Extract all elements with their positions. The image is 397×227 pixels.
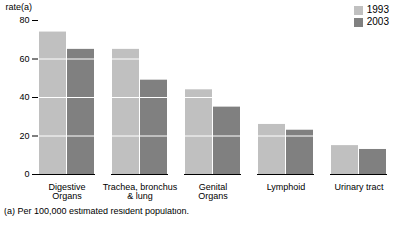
svg-text:20: 20: [19, 131, 29, 141]
svg-text:40: 40: [19, 92, 29, 102]
svg-text:Urinary tract: Urinary tract: [334, 182, 384, 192]
svg-text:Lymphoid: Lymphoid: [267, 182, 306, 192]
svg-text:80: 80: [19, 15, 29, 25]
svg-text:rate(a): rate(a): [6, 2, 33, 12]
svg-text:DigestiveOrgans: DigestiveOrgans: [48, 182, 85, 201]
html-text:(a) Per 100,000 estimated resi: (a) Per 100,000 estimated resident popul…: [4, 206, 190, 216]
svg-text:60: 60: [19, 54, 29, 64]
svg-text:0: 0: [24, 169, 29, 179]
svg-text:GenitalOrgans: GenitalOrgans: [198, 182, 228, 201]
svg-text:Trachea, bronchus& lung: Trachea, bronchus& lung: [103, 182, 178, 201]
html-text:1993: 1993: [366, 4, 389, 15]
html-text:2003: 2003: [366, 16, 389, 27]
